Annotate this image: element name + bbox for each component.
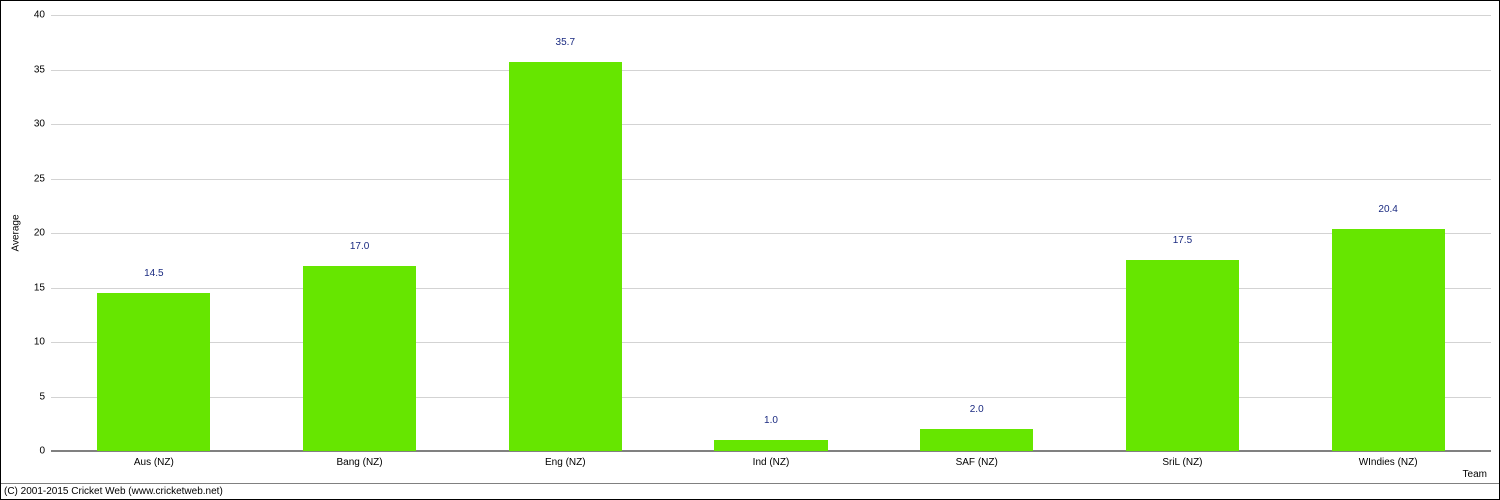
- y-tick-label: 5: [39, 391, 51, 402]
- bar-value-label: 2.0: [970, 404, 984, 415]
- plot-area: 051015202530354014.5Aus (NZ)17.0Bang (NZ…: [51, 15, 1491, 451]
- chart-container: 0 5 10 15 20 25 30 35 40 14.5 Aus (NZ) 17.0 Bang (NZ…: [0, 0, 1500, 500]
- bar-value-label: 1.0: [764, 415, 778, 426]
- x-tick-label: Aus (NZ): [134, 451, 174, 468]
- bar: [1332, 229, 1445, 451]
- x-tick-label: Eng (NZ): [545, 451, 586, 468]
- x-tick-label: Bang (NZ): [337, 451, 383, 468]
- grid-line: [51, 124, 1491, 125]
- y-tick-label: 30: [34, 119, 51, 130]
- x-tick-label: SriL (NZ): [1162, 451, 1202, 468]
- y-tick-label: 40: [34, 10, 51, 21]
- bar: [920, 429, 1033, 451]
- bar: [509, 62, 622, 451]
- y-axis-title: Average: [11, 214, 22, 251]
- y-tick-label: 20: [34, 228, 51, 239]
- y-tick-label: 35: [34, 64, 51, 75]
- y-tick-label: 15: [34, 282, 51, 293]
- grid-line: [51, 397, 1491, 398]
- bar: [714, 440, 827, 451]
- y-tick-label: 10: [34, 337, 51, 348]
- footer-copyright: (C) 2001-2015 Cricket Web (www.cricketwe…: [1, 483, 1499, 499]
- grid-line: [51, 342, 1491, 343]
- bar: [303, 266, 416, 451]
- bar-value-label: 17.5: [1173, 235, 1192, 246]
- y-tick-label: 0: [39, 446, 51, 457]
- x-axis-title: Team: [1463, 469, 1487, 480]
- bar-value-label: 35.7: [556, 37, 575, 48]
- grid-line: [51, 179, 1491, 180]
- grid-line: [51, 70, 1491, 71]
- bar-value-label: 17.0: [350, 241, 369, 252]
- grid-line: [51, 233, 1491, 234]
- x-tick-label: WIndies (NZ): [1359, 451, 1418, 468]
- bar: [1126, 260, 1239, 451]
- bar-value-label: 20.4: [1378, 204, 1397, 215]
- x-tick-label: SAF (NZ): [956, 451, 998, 468]
- bar: [97, 293, 210, 451]
- grid-line: [51, 288, 1491, 289]
- x-tick-label: Ind (NZ): [753, 451, 790, 468]
- y-tick-label: 25: [34, 173, 51, 184]
- bar-value-label: 14.5: [144, 268, 163, 279]
- grid-line: [51, 15, 1491, 16]
